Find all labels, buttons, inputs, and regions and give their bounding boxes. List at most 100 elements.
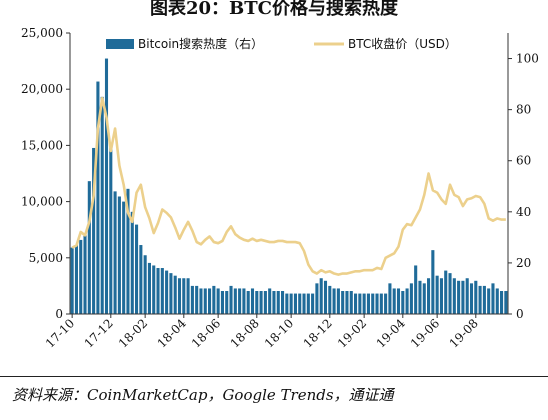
search-bar [79,239,83,314]
search-bar [109,147,113,314]
search-bar [255,291,259,314]
search-bar [135,224,139,314]
search-bar [487,288,491,314]
search-bar [427,278,431,314]
x-tick-label: 18-04 [155,316,190,351]
legend: Bitcoin搜索热度（右） BTC收盘价（USD） [106,36,457,51]
source-divider [0,376,548,377]
search-bar [388,283,392,314]
right-tick-label: 80 [516,103,531,117]
search-bar [358,293,362,314]
search-bar [478,285,482,314]
search-bar [375,293,379,314]
search-bar [298,293,302,314]
search-bar [74,245,78,314]
search-bar [306,293,310,314]
right-tick-label: 60 [516,154,531,168]
search-bar [199,288,203,314]
search-bar [457,280,461,314]
search-bar [182,278,186,314]
search-bar [366,293,370,314]
search-bar [285,293,289,314]
search-bar [435,275,439,314]
search-bar [276,291,280,314]
search-bar [130,211,134,314]
search-bar [293,293,297,314]
search-bar [311,293,315,314]
x-tick-label: 17-10 [43,316,77,350]
right-tick-label: 40 [516,205,531,219]
left-tick-label: 25,000 [21,26,63,40]
search-bar [263,291,267,314]
search-bar [345,291,349,314]
x-tick-label: 19-06 [408,316,442,350]
search-bar [242,288,246,314]
search-bar [384,293,388,314]
search-bar [405,288,409,314]
search-bar [212,285,216,314]
search-bar [83,234,87,314]
x-tick-label: 18-06 [189,316,223,350]
x-tick-label: 18-12 [301,316,335,350]
x-tick-label: 18-10 [262,316,296,350]
x-tick-label: 18-02 [116,316,150,350]
search-bar [100,96,104,314]
search-bar [379,293,383,314]
search-bar [362,293,366,314]
search-bar [87,181,91,314]
search-bar [208,288,212,314]
x-tick-label: 19-02 [335,316,369,350]
search-bar [113,191,117,314]
search-bar [186,278,190,314]
left-tick-label: 15,000 [21,138,63,152]
search-bar [220,291,224,314]
search-bar [418,280,422,314]
line-layer [71,96,506,276]
search-bar [152,265,156,314]
legend-label-bitcoin-search: Bitcoin搜索热度（右） [138,36,263,51]
x-tick-label: 17-12 [82,316,116,350]
search-bar [203,288,207,314]
search-bar [396,288,401,314]
bars-layer [70,58,508,314]
search-bar [469,283,474,314]
search-bar [349,291,353,314]
search-bar [409,283,413,314]
search-bar [431,250,435,314]
search-bar [504,291,508,314]
search-bar [246,291,250,314]
search-bar [328,285,332,314]
left-tick-label: 10,000 [21,195,63,209]
search-bar [452,278,456,314]
search-bar [70,247,74,314]
search-bar [169,273,173,314]
search-bar [448,273,452,314]
search-bar [495,288,499,314]
search-bar [190,285,194,314]
search-bar [122,201,126,314]
search-bar [341,291,345,314]
search-bar [491,283,495,314]
search-bar [422,283,426,314]
search-bar [272,291,276,314]
search-bar [500,291,504,314]
search-bar [281,291,285,314]
search-bar [126,188,130,314]
search-bar [315,283,319,314]
search-bar [117,196,121,314]
search-bar [465,278,469,314]
search-bar [302,293,306,314]
search-bar [354,293,358,314]
left-tick-label: 0 [55,307,63,321]
search-bar [177,278,182,314]
x-tick-label: 19-08 [447,316,481,350]
legend-label-btc-price: BTC收盘价（USD） [348,36,457,51]
search-bar [156,268,160,314]
search-bar [461,280,465,314]
search-bar [225,291,229,314]
search-bar [195,285,199,314]
btc-price-line [71,96,506,276]
search-bar [289,293,293,314]
search-bar [165,270,169,314]
search-bar [414,265,418,314]
